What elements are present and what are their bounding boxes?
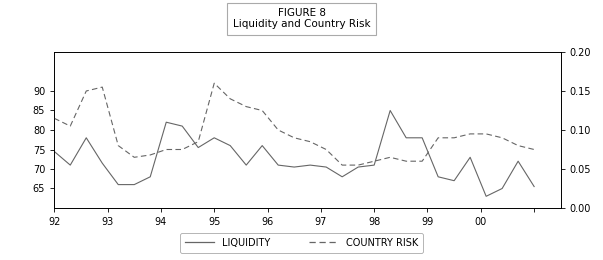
LIQUIDITY bbox=[291, 165, 298, 168]
COUNTRY RISK bbox=[274, 128, 282, 132]
LIQUIDITY bbox=[210, 136, 218, 139]
COUNTRY RISK bbox=[387, 156, 394, 159]
COUNTRY RISK bbox=[467, 132, 474, 135]
COUNTRY RISK bbox=[499, 136, 506, 139]
COUNTRY RISK bbox=[355, 164, 362, 167]
COUNTRY RISK bbox=[418, 160, 426, 163]
COUNTRY RISK bbox=[338, 164, 346, 167]
LIQUIDITY bbox=[67, 164, 74, 167]
LIQUIDITY bbox=[83, 136, 90, 139]
Line: LIQUIDITY: LIQUIDITY bbox=[54, 110, 534, 196]
COUNTRY RISK bbox=[403, 160, 410, 163]
LIQUIDITY bbox=[482, 195, 490, 198]
COUNTRY RISK bbox=[178, 148, 186, 151]
LIQUIDITY bbox=[227, 144, 234, 147]
COUNTRY RISK bbox=[242, 105, 250, 108]
COUNTRY RISK bbox=[291, 136, 298, 139]
COUNTRY RISK bbox=[435, 136, 442, 139]
COUNTRY RISK bbox=[83, 89, 90, 93]
COUNTRY RISK bbox=[450, 136, 458, 139]
COUNTRY RISK bbox=[371, 160, 378, 163]
LIQUIDITY bbox=[499, 187, 506, 190]
COUNTRY RISK bbox=[115, 144, 122, 147]
LIQUIDITY bbox=[531, 185, 538, 188]
COUNTRY RISK bbox=[514, 144, 522, 147]
COUNTRY RISK bbox=[131, 156, 138, 159]
Legend: LIQUIDITY, COUNTRY RISK: LIQUIDITY, COUNTRY RISK bbox=[180, 233, 423, 252]
LIQUIDITY bbox=[51, 150, 58, 153]
COUNTRY RISK bbox=[323, 148, 330, 151]
COUNTRY RISK bbox=[259, 109, 266, 112]
LIQUIDITY bbox=[147, 175, 154, 178]
LIQUIDITY bbox=[323, 165, 330, 168]
LIQUIDITY bbox=[115, 183, 122, 186]
LIQUIDITY bbox=[467, 156, 474, 159]
LIQUIDITY bbox=[99, 161, 106, 165]
Text: FIGURE 8
Liquidity and Country Risk: FIGURE 8 Liquidity and Country Risk bbox=[233, 8, 370, 29]
LIQUIDITY bbox=[178, 125, 186, 128]
LIQUIDITY bbox=[435, 175, 442, 178]
LIQUIDITY bbox=[259, 144, 266, 147]
LIQUIDITY bbox=[403, 136, 410, 139]
COUNTRY RISK bbox=[482, 132, 490, 135]
LIQUIDITY bbox=[387, 109, 394, 112]
COUNTRY RISK bbox=[227, 97, 234, 100]
LIQUIDITY bbox=[450, 179, 458, 182]
Line: COUNTRY RISK: COUNTRY RISK bbox=[54, 83, 534, 165]
LIQUIDITY bbox=[274, 164, 282, 167]
COUNTRY RISK bbox=[163, 148, 170, 151]
LIQUIDITY bbox=[195, 146, 202, 149]
LIQUIDITY bbox=[338, 175, 346, 178]
COUNTRY RISK bbox=[99, 86, 106, 89]
LIQUIDITY bbox=[514, 160, 522, 163]
LIQUIDITY bbox=[306, 164, 314, 167]
LIQUIDITY bbox=[242, 164, 250, 167]
LIQUIDITY bbox=[163, 121, 170, 124]
LIQUIDITY bbox=[371, 164, 378, 167]
COUNTRY RISK bbox=[195, 140, 202, 143]
COUNTRY RISK bbox=[210, 82, 218, 85]
COUNTRY RISK bbox=[147, 153, 154, 157]
LIQUIDITY bbox=[131, 183, 138, 186]
COUNTRY RISK bbox=[306, 140, 314, 143]
COUNTRY RISK bbox=[531, 148, 538, 151]
COUNTRY RISK bbox=[67, 125, 74, 128]
LIQUIDITY bbox=[355, 165, 362, 168]
COUNTRY RISK bbox=[51, 117, 58, 120]
LIQUIDITY bbox=[418, 136, 426, 139]
